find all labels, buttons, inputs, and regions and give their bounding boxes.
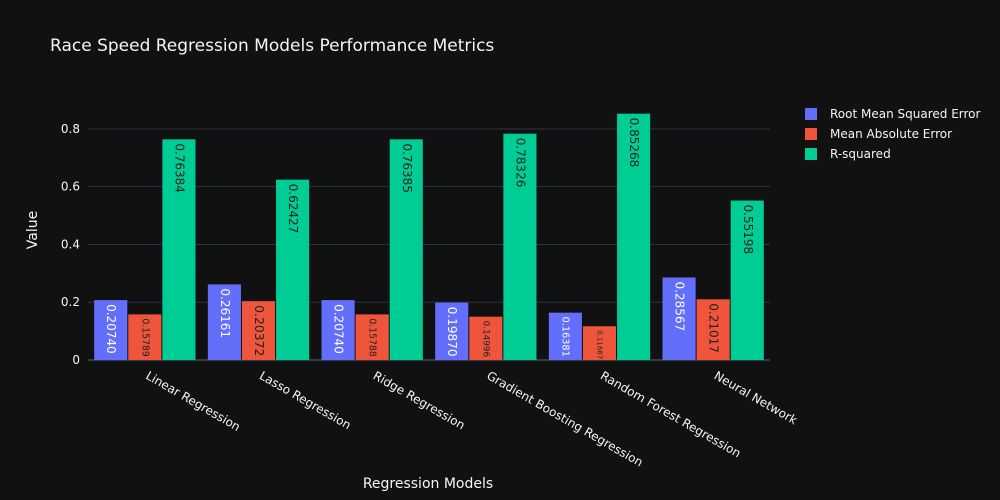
bar-value-label: 0.55198 (741, 205, 755, 255)
x-tick-label: Linear Regression (143, 368, 242, 433)
legend[interactable]: Root Mean Squared Error Mean Absolute Err… (805, 107, 981, 161)
bar-value-label: 0.76384 (172, 143, 186, 193)
bar-value-label: 0.26161 (218, 288, 232, 338)
labels-layer: 0.20740 0.26161 0.20740 0.19870 0.16381 0.285… (104, 118, 755, 360)
bar-value-label: 0.15788 (367, 318, 378, 357)
bar[interactable] (128, 314, 162, 360)
bars-layer (94, 113, 764, 360)
bar-value-label: 0.11687 (596, 330, 604, 359)
legend-swatch[interactable] (805, 108, 817, 120)
y-tick-label: 0 (72, 353, 80, 367)
bar[interactable] (469, 316, 503, 360)
bar-value-label: 0.19870 (445, 307, 459, 357)
bar[interactable] (696, 299, 730, 360)
bar-value-label: 0.20372 (252, 305, 267, 356)
x-axis-title: Regression Models (363, 476, 493, 492)
bar[interactable] (730, 200, 764, 360)
legend-item-label[interactable]: Root Mean Squared Error (830, 107, 981, 121)
bar[interactable] (162, 139, 196, 360)
legend-item-label[interactable]: Mean Absolute Error (830, 127, 952, 141)
bar-value-label: 0.28567 (673, 281, 687, 331)
bar[interactable] (389, 139, 423, 360)
bar[interactable] (582, 326, 617, 360)
x-tick-label: Lasso Regression (257, 368, 353, 432)
legend-swatch[interactable] (805, 128, 817, 140)
x-tick-label: Neural Network (712, 368, 800, 427)
legend-swatch[interactable] (805, 148, 817, 160)
y-tick-label: 0.2 (61, 295, 80, 309)
x-tick-label: Ridge Regression (371, 368, 468, 432)
y-axis-title: Value (25, 211, 41, 249)
chart-title: Race Speed Regression Models Performance… (50, 36, 494, 56)
bar[interactable] (94, 300, 128, 360)
bar-value-label: 0.21017 (707, 303, 721, 353)
bar[interactable] (435, 302, 469, 360)
bar-value-label: 0.76385 (400, 143, 414, 193)
y-tick-label: 0.8 (61, 122, 80, 136)
bar-value-label: 0.14996 (480, 321, 490, 358)
bar-value-label: 0.20740 (104, 304, 118, 354)
bar[interactable] (503, 133, 537, 360)
bar[interactable] (321, 300, 355, 360)
bar-value-label: 0.78326 (513, 138, 527, 188)
bar[interactable] (548, 312, 582, 360)
bar-value-label: 0.15789 (139, 318, 150, 357)
y-tick-label: 0.4 (61, 237, 80, 251)
bar[interactable] (355, 314, 389, 360)
y-tick-label: 0.6 (61, 180, 80, 194)
bar[interactable] (276, 179, 310, 360)
bar-value-label: 0.62427 (286, 184, 300, 234)
bar[interactable] (207, 284, 241, 360)
bar[interactable] (617, 113, 651, 360)
grid-layer (88, 128, 770, 361)
x-axis: Linear Regression Lasso Regression Ridge R… (143, 368, 799, 469)
bar[interactable] (662, 277, 696, 360)
legend-item-label[interactable]: R-squared (830, 147, 891, 161)
y-axis: 0 0.2 0.4 0.6 0.8 (61, 122, 80, 367)
bar-value-label: 0.16381 (559, 317, 570, 357)
bar-value-label: 0.85268 (627, 118, 641, 168)
bar-value-label: 0.20740 (332, 304, 346, 354)
bar[interactable] (241, 301, 276, 360)
